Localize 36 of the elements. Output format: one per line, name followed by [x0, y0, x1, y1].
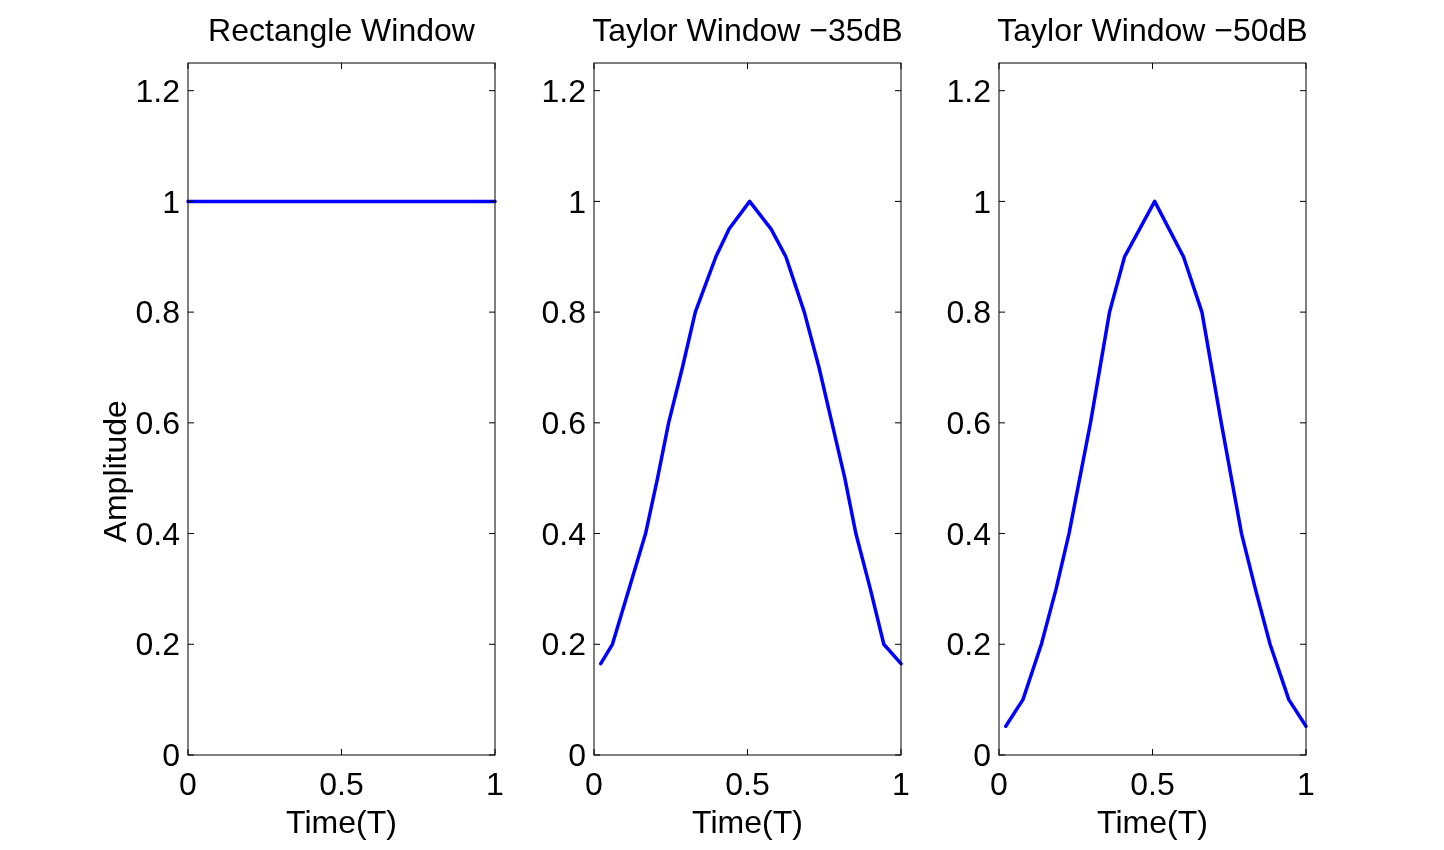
y-tick-label: 1: [162, 183, 180, 220]
x-tick-label: 0.5: [725, 766, 770, 802]
chart-title: Taylor Window −50dB: [997, 12, 1308, 48]
y-tick-label: 1: [568, 183, 586, 220]
x-tick-label: 1: [1297, 766, 1315, 802]
x-axis-title: Time(T): [286, 804, 397, 840]
y-tick-label: 0: [162, 737, 180, 774]
x-tick-label: 1: [486, 766, 504, 802]
y-tick-label: 1.2: [946, 72, 991, 109]
y-tick-label: 0.6: [135, 405, 180, 442]
y-tick-label: 0.2: [135, 626, 180, 663]
x-tick-label: 0.5: [1130, 766, 1175, 802]
y-tick-label: 0.4: [541, 515, 586, 552]
y-axis-title: Amplitude: [97, 400, 133, 543]
y-tick-label: 0.8: [135, 294, 180, 331]
x-axis-title: Time(T): [692, 804, 803, 840]
y-tick-label: 0.4: [946, 515, 991, 552]
y-tick-label: 0.4: [135, 515, 180, 552]
x-axis-title: Time(T): [1097, 804, 1208, 840]
y-tick-label: 0.8: [946, 294, 991, 331]
y-tick-label: 0.2: [946, 626, 991, 663]
y-tick-label: 0.6: [946, 405, 991, 442]
y-tick-label: 0: [973, 737, 991, 774]
y-tick-label: 0.2: [541, 626, 586, 663]
line-series: [1004, 199, 1308, 728]
line-series: [599, 199, 903, 666]
x-tick-label: 1: [892, 766, 910, 802]
chart-title: Rectangle Window: [208, 12, 476, 48]
y-tick-label: 1.2: [135, 72, 180, 109]
y-tick-label: 1.2: [541, 72, 586, 109]
y-tick-label: 1: [973, 183, 991, 220]
y-tick-label: 0: [568, 737, 586, 774]
chart-title: Taylor Window −35dB: [592, 12, 903, 48]
x-tick-label: 0.5: [319, 766, 364, 802]
y-tick-label: 0.6: [541, 405, 586, 442]
y-tick-label: 0.8: [541, 294, 586, 331]
